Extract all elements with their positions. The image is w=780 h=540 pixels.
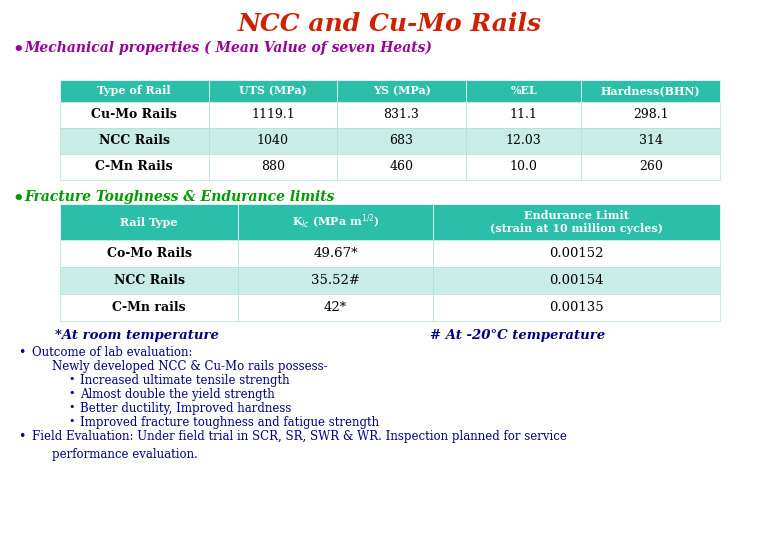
Text: 11.1: 11.1 <box>509 109 537 122</box>
Text: Fracture Toughness & Endurance limits: Fracture Toughness & Endurance limits <box>24 190 335 204</box>
Bar <box>337 102 466 128</box>
Bar <box>466 154 581 180</box>
Bar <box>208 128 337 154</box>
Text: Type of Rail: Type of Rail <box>98 85 171 97</box>
Bar <box>466 128 581 154</box>
Text: NCC Rails: NCC Rails <box>114 274 185 287</box>
Text: Field Evaluation: Under field trial in SCR, SR, SWR & WR. Inspection planned for: Field Evaluation: Under field trial in S… <box>32 430 567 443</box>
Bar <box>208 102 337 128</box>
Text: C-Mn rails: C-Mn rails <box>112 301 186 314</box>
Text: NCC and Cu-Mo Rails: NCC and Cu-Mo Rails <box>238 12 542 36</box>
Bar <box>466 80 581 102</box>
Text: 0.00135: 0.00135 <box>549 301 604 314</box>
Text: •: • <box>18 430 26 443</box>
Bar <box>466 102 581 128</box>
Text: K$_{lc}$ (MPa m$^{1/2}$): K$_{lc}$ (MPa m$^{1/2}$) <box>292 213 380 231</box>
Bar <box>337 154 466 180</box>
Bar <box>581 80 720 102</box>
Text: 49.67*: 49.67* <box>314 247 358 260</box>
Text: YS (MPa): YS (MPa) <box>373 85 431 97</box>
Bar <box>60 154 208 180</box>
Text: 0.00154: 0.00154 <box>549 274 604 287</box>
Text: •: • <box>68 374 75 384</box>
Text: Co-Mo Rails: Co-Mo Rails <box>107 247 192 260</box>
Text: NCC Rails: NCC Rails <box>99 134 170 147</box>
Text: Newly developed NCC & Cu-Mo rails possess-: Newly developed NCC & Cu-Mo rails posses… <box>52 360 328 373</box>
Text: Almost double the yield strength: Almost double the yield strength <box>80 388 275 401</box>
Text: 683: 683 <box>389 134 413 147</box>
Text: 460: 460 <box>389 160 413 173</box>
Bar <box>60 204 238 240</box>
Text: Hardness(BHN): Hardness(BHN) <box>601 85 700 97</box>
Bar <box>433 204 720 240</box>
Text: C-Mn Rails: C-Mn Rails <box>95 160 173 173</box>
Bar <box>337 128 466 154</box>
Bar <box>238 267 433 294</box>
Bar <box>581 154 720 180</box>
Text: 260: 260 <box>639 160 663 173</box>
Bar <box>433 240 720 267</box>
Bar <box>433 294 720 321</box>
Bar <box>60 240 238 267</box>
Text: Increased ultimate tensile strength: Increased ultimate tensile strength <box>80 374 289 387</box>
Text: 298.1: 298.1 <box>633 109 668 122</box>
Bar <box>208 80 337 102</box>
Text: *At room temperature: *At room temperature <box>55 329 219 342</box>
Text: performance evaluation.: performance evaluation. <box>52 448 198 461</box>
Text: 314: 314 <box>639 134 663 147</box>
Text: 831.3: 831.3 <box>384 109 420 122</box>
Text: 1119.1: 1119.1 <box>251 109 295 122</box>
Bar <box>238 294 433 321</box>
Text: UTS (MPa): UTS (MPa) <box>239 85 307 97</box>
Text: •: • <box>68 416 75 426</box>
Text: Outcome of lab evaluation:: Outcome of lab evaluation: <box>32 346 193 359</box>
Bar <box>60 128 208 154</box>
Text: 880: 880 <box>261 160 285 173</box>
Bar <box>581 102 720 128</box>
Bar <box>238 240 433 267</box>
Text: •: • <box>12 41 23 59</box>
Text: Endurance Limit
(strain at 10 million cycles): Endurance Limit (strain at 10 million cy… <box>490 210 663 234</box>
Text: 0.00152: 0.00152 <box>549 247 604 260</box>
Text: •: • <box>18 346 26 359</box>
Text: 35.52#: 35.52# <box>311 274 360 287</box>
Text: # At -20°C temperature: # At -20°C temperature <box>430 329 605 342</box>
Text: 10.0: 10.0 <box>509 160 537 173</box>
Bar <box>208 154 337 180</box>
Text: Improved fracture toughness and fatigue strength: Improved fracture toughness and fatigue … <box>80 416 379 429</box>
Bar <box>581 128 720 154</box>
Text: •: • <box>68 388 75 398</box>
Text: •: • <box>68 402 75 412</box>
Bar <box>60 80 208 102</box>
Text: 1040: 1040 <box>257 134 289 147</box>
Bar <box>60 267 238 294</box>
Bar <box>60 102 208 128</box>
Text: Cu-Mo Rails: Cu-Mo Rails <box>91 109 177 122</box>
Text: %EL: %EL <box>510 85 537 97</box>
Bar <box>433 267 720 294</box>
Bar <box>238 204 433 240</box>
Text: Better ductility, Improved hardness: Better ductility, Improved hardness <box>80 402 292 415</box>
Bar <box>60 294 238 321</box>
Text: Rail Type: Rail Type <box>120 217 178 227</box>
Bar <box>337 80 466 102</box>
Text: •: • <box>12 190 23 208</box>
Text: Mechanical properties ( Mean Value of seven Heats): Mechanical properties ( Mean Value of se… <box>24 41 432 56</box>
Text: 12.03: 12.03 <box>505 134 541 147</box>
Text: 42*: 42* <box>324 301 347 314</box>
